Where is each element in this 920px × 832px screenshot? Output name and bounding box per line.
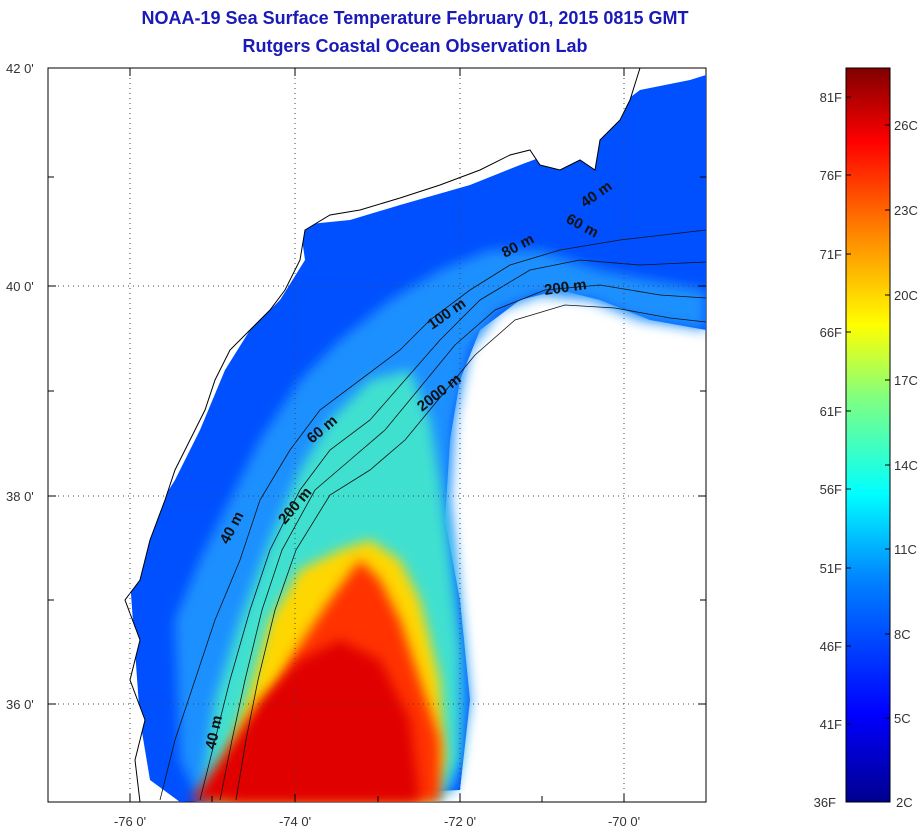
lon-label: -76 0' [114,814,146,829]
colorbar-c-label: 26C [894,118,918,133]
isobath-lines [159,229,706,801]
colorbar-f-label: 36F [814,795,836,810]
colorbar-f-label: 81F [820,90,842,105]
isobath-label: 200 m [543,276,587,299]
chart-subtitle: Rutgers Coastal Ocean Observation Lab [242,36,588,56]
colorbar-c-label: 8C [894,627,911,642]
colorbar-f-label: 41F [820,717,842,732]
lat-label: 40 0' [6,279,34,294]
colorbar [845,67,891,803]
colorbar-f-label: 66F [820,325,842,340]
colorbar-c-label: 20C [894,288,918,303]
land-mass [48,68,641,802]
colorbar-f-label: 71F [820,247,842,262]
colorbar-f-label: 61F [820,404,842,419]
isobath-label: 40 m [202,714,226,751]
lon-label: -70 0' [608,814,640,829]
sst-field [130,75,706,802]
colorbar-c-label: 5C [894,711,911,726]
lat-label: 36 0' [6,697,34,712]
colorbar-c-label: 17C [894,373,918,388]
lat-label: 38 0' [6,489,34,504]
lat-label: 42 0' [6,61,34,76]
colorbar-f-label: 51F [820,561,842,576]
lon-label: -72 0' [444,814,476,829]
colorbar-ticks [846,96,890,725]
colorbar-f-label: 76F [820,168,842,183]
map-ticks [48,67,706,802]
colorbar-c-label: 14C [894,458,918,473]
colorbar-f-label: 56F [820,482,842,497]
chart-title: NOAA-19 Sea Surface Temperature February… [141,8,689,28]
colorbar-f-label: 46F [820,639,842,654]
colorbar-c-label: 23C [894,203,918,218]
colorbar-c-label: 11C [894,542,917,557]
lon-label: -74 0' [279,814,311,829]
colorbar-c-label: 2C [896,795,913,810]
